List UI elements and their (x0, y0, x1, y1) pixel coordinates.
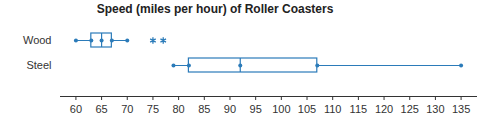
svg-text:110: 110 (324, 103, 342, 115)
html-text:Speed (miles per hour) of Roll: Speed (miles per hour) of Roller Coaster… (96, 2, 334, 16)
svg-text:80: 80 (172, 103, 184, 115)
svg-text:Wood: Wood (23, 34, 52, 46)
svg-text:95: 95 (250, 103, 262, 115)
svg-text:120: 120 (375, 103, 393, 115)
svg-text:60: 60 (70, 103, 82, 115)
svg-text:135: 135 (452, 103, 470, 115)
svg-text:90: 90 (224, 103, 236, 115)
svg-text:65: 65 (95, 103, 107, 115)
svg-text:75: 75 (147, 103, 159, 115)
svg-text:100: 100 (272, 103, 290, 115)
svg-text:125: 125 (401, 103, 419, 115)
svg-text:115: 115 (350, 103, 368, 115)
svg-text:70: 70 (121, 103, 133, 115)
svg-text:85: 85 (198, 103, 210, 115)
svg-text:130: 130 (426, 103, 444, 115)
svg-text:105: 105 (298, 103, 316, 115)
svg-text:Steel: Steel (26, 59, 51, 71)
